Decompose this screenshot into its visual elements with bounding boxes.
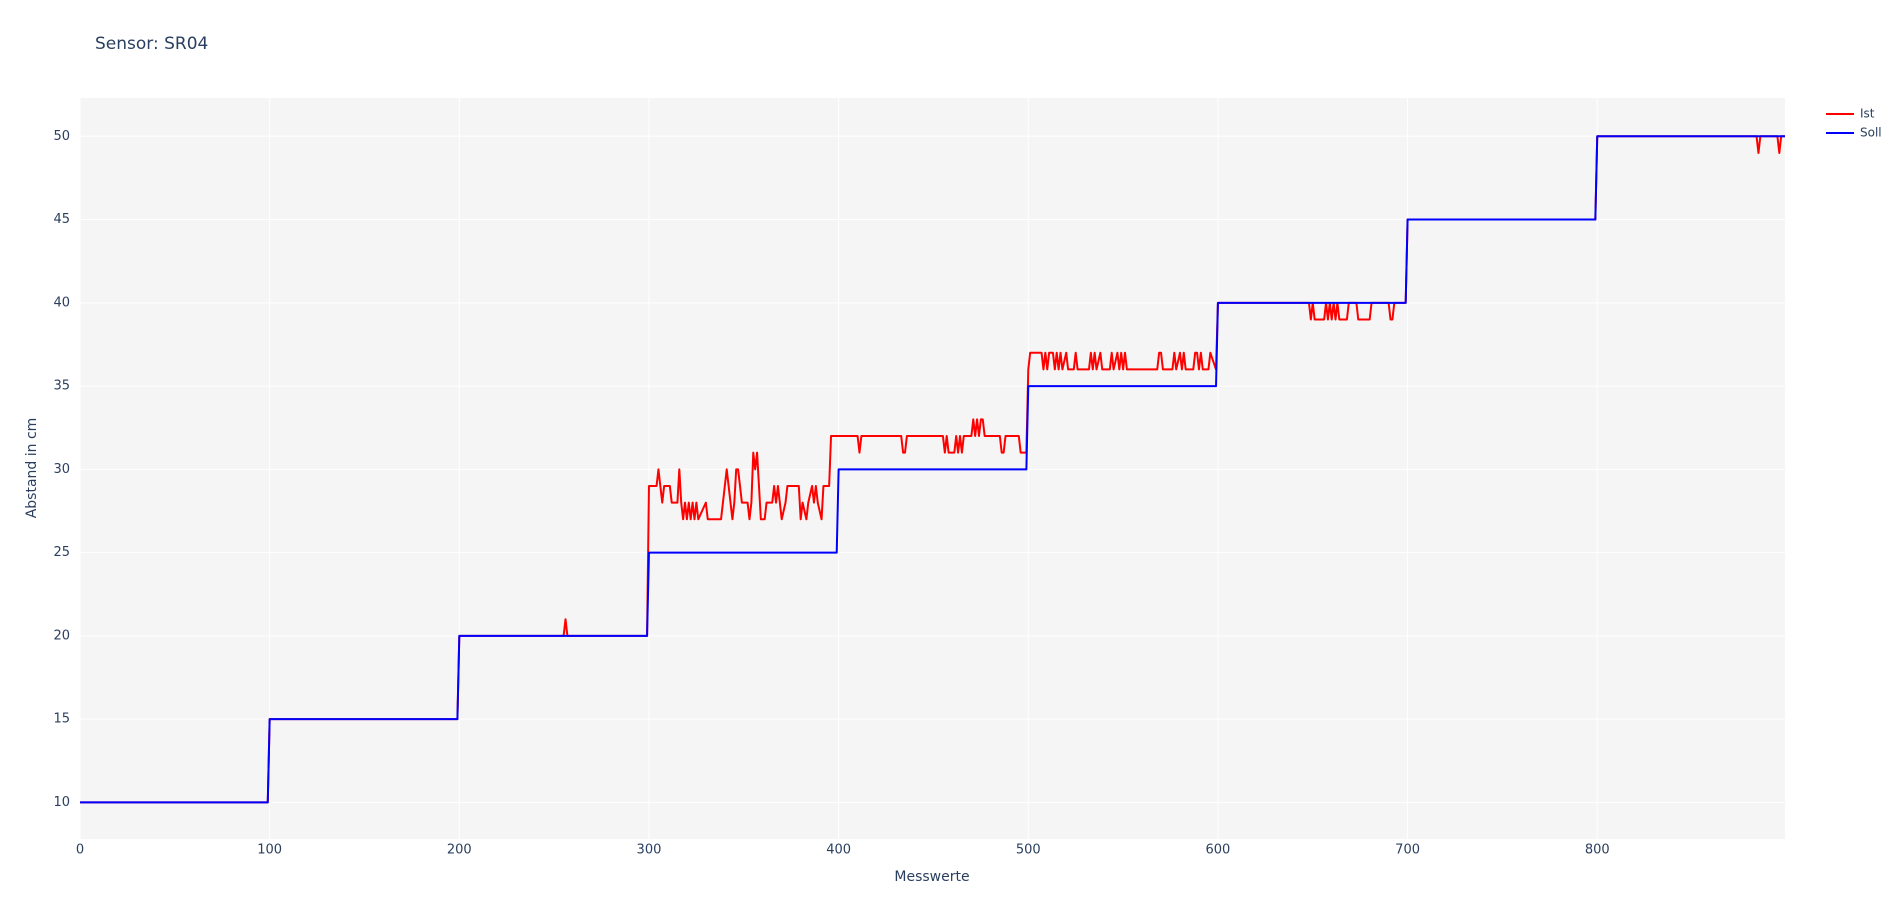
y-tick-label: 30 — [53, 462, 70, 477]
legend-label: Ist — [1860, 107, 1875, 121]
x-tick-label: 300 — [637, 843, 662, 858]
line — [80, 135, 1785, 804]
x-tick-label: 600 — [1206, 843, 1231, 858]
x-axis-title: Messwerte — [894, 869, 969, 885]
y-tick-label: 10 — [53, 795, 70, 810]
x-tick-label: 0 — [76, 843, 84, 858]
y-tick-label: 35 — [53, 379, 70, 394]
y-axis-title: Abstand in cm — [24, 418, 40, 519]
chart-title: Sensor: SR04 — [95, 34, 208, 54]
x-tick-label: 800 — [1585, 843, 1610, 858]
x-tick-label: 700 — [1395, 843, 1420, 858]
x-tick-label: 400 — [826, 843, 851, 858]
y-tick-label: 45 — [53, 212, 70, 227]
y-tick-label: 50 — [53, 129, 70, 144]
y-tick-label: 20 — [53, 628, 70, 643]
x-tick-label: 500 — [1016, 843, 1041, 858]
y-tick-label: 40 — [53, 295, 70, 310]
y-tick-label: 15 — [53, 712, 70, 727]
line — [80, 135, 1785, 804]
y-tick-label: 25 — [53, 545, 70, 560]
legend-label: Soll — [1860, 126, 1882, 140]
x-tick-label: 100 — [257, 843, 282, 858]
x-tick-label: 200 — [447, 843, 472, 858]
